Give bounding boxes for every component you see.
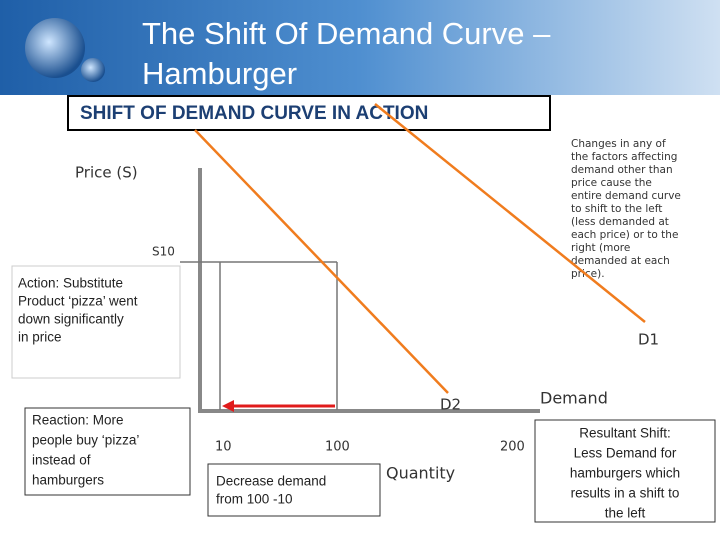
note-line: (less demanded at [571, 216, 669, 228]
action-text: down significantly [18, 312, 124, 327]
subtitle: SHIFT OF DEMAND CURVE IN ACTION [80, 103, 428, 124]
demand-curve [194, 129, 449, 394]
decrease-text: Decrease demand [216, 474, 326, 489]
reaction-text: Reaction: More [32, 413, 124, 428]
shift-arrow-head [222, 400, 234, 412]
action-text: in price [18, 330, 62, 345]
curve-label: D1 [638, 331, 659, 349]
reaction-text: instead of [32, 453, 91, 468]
x-axis-label: Quantity [386, 464, 455, 483]
result-text: results in a shift to [571, 486, 680, 501]
result-text: Resultant Shift: [579, 426, 671, 441]
note-line: entire demand curve [571, 190, 681, 202]
x-tick-label: 10 [215, 440, 232, 455]
header-band [0, 0, 720, 95]
action-text: Action: Substitute [18, 276, 123, 291]
reaction-text: people buy ‘pizza’ [32, 433, 139, 448]
x-tick-label: 200 [500, 440, 525, 455]
decrease-box [207, 463, 381, 517]
box-texts: Action: Substitute Product ‘pizza’ went do… [18, 276, 680, 521]
note-line: right (more [571, 242, 630, 254]
demand-label: Demand [540, 389, 608, 408]
action-text: Product ‘pizza’ went [18, 294, 138, 309]
decrease-text: from 100 -10 [216, 492, 293, 507]
demand-curve [374, 103, 646, 323]
price-tick: S10 [152, 245, 175, 259]
note-line: Changes in any of [571, 138, 666, 150]
note-line: each price) or to the [571, 229, 678, 241]
y-axis-label: Price (S) [75, 164, 138, 182]
logo [81, 58, 105, 82]
note-line: price cause the [571, 177, 652, 189]
reaction-box [24, 407, 191, 496]
logo [25, 18, 85, 78]
note-line: demand other than [571, 164, 673, 176]
note-line: demanded at each [571, 255, 670, 267]
result-box [534, 419, 716, 523]
note-line: price). [571, 268, 605, 280]
title: The Shift Of Demand Curve – [142, 16, 551, 51]
x-tick-label: 100 [325, 440, 350, 455]
note-line: the factors affecting [571, 151, 677, 163]
result-text: the left [605, 506, 646, 521]
action-box [11, 265, 181, 379]
note-line: to shift to the left [571, 203, 662, 215]
result-text: Less Demand for [574, 446, 677, 461]
result-text: hamburgers which [570, 466, 680, 481]
curve-label: D2 [440, 396, 461, 414]
title: Hamburger [142, 56, 297, 91]
reaction-text: hamburgers [32, 473, 104, 488]
subtitle-box [67, 95, 551, 131]
